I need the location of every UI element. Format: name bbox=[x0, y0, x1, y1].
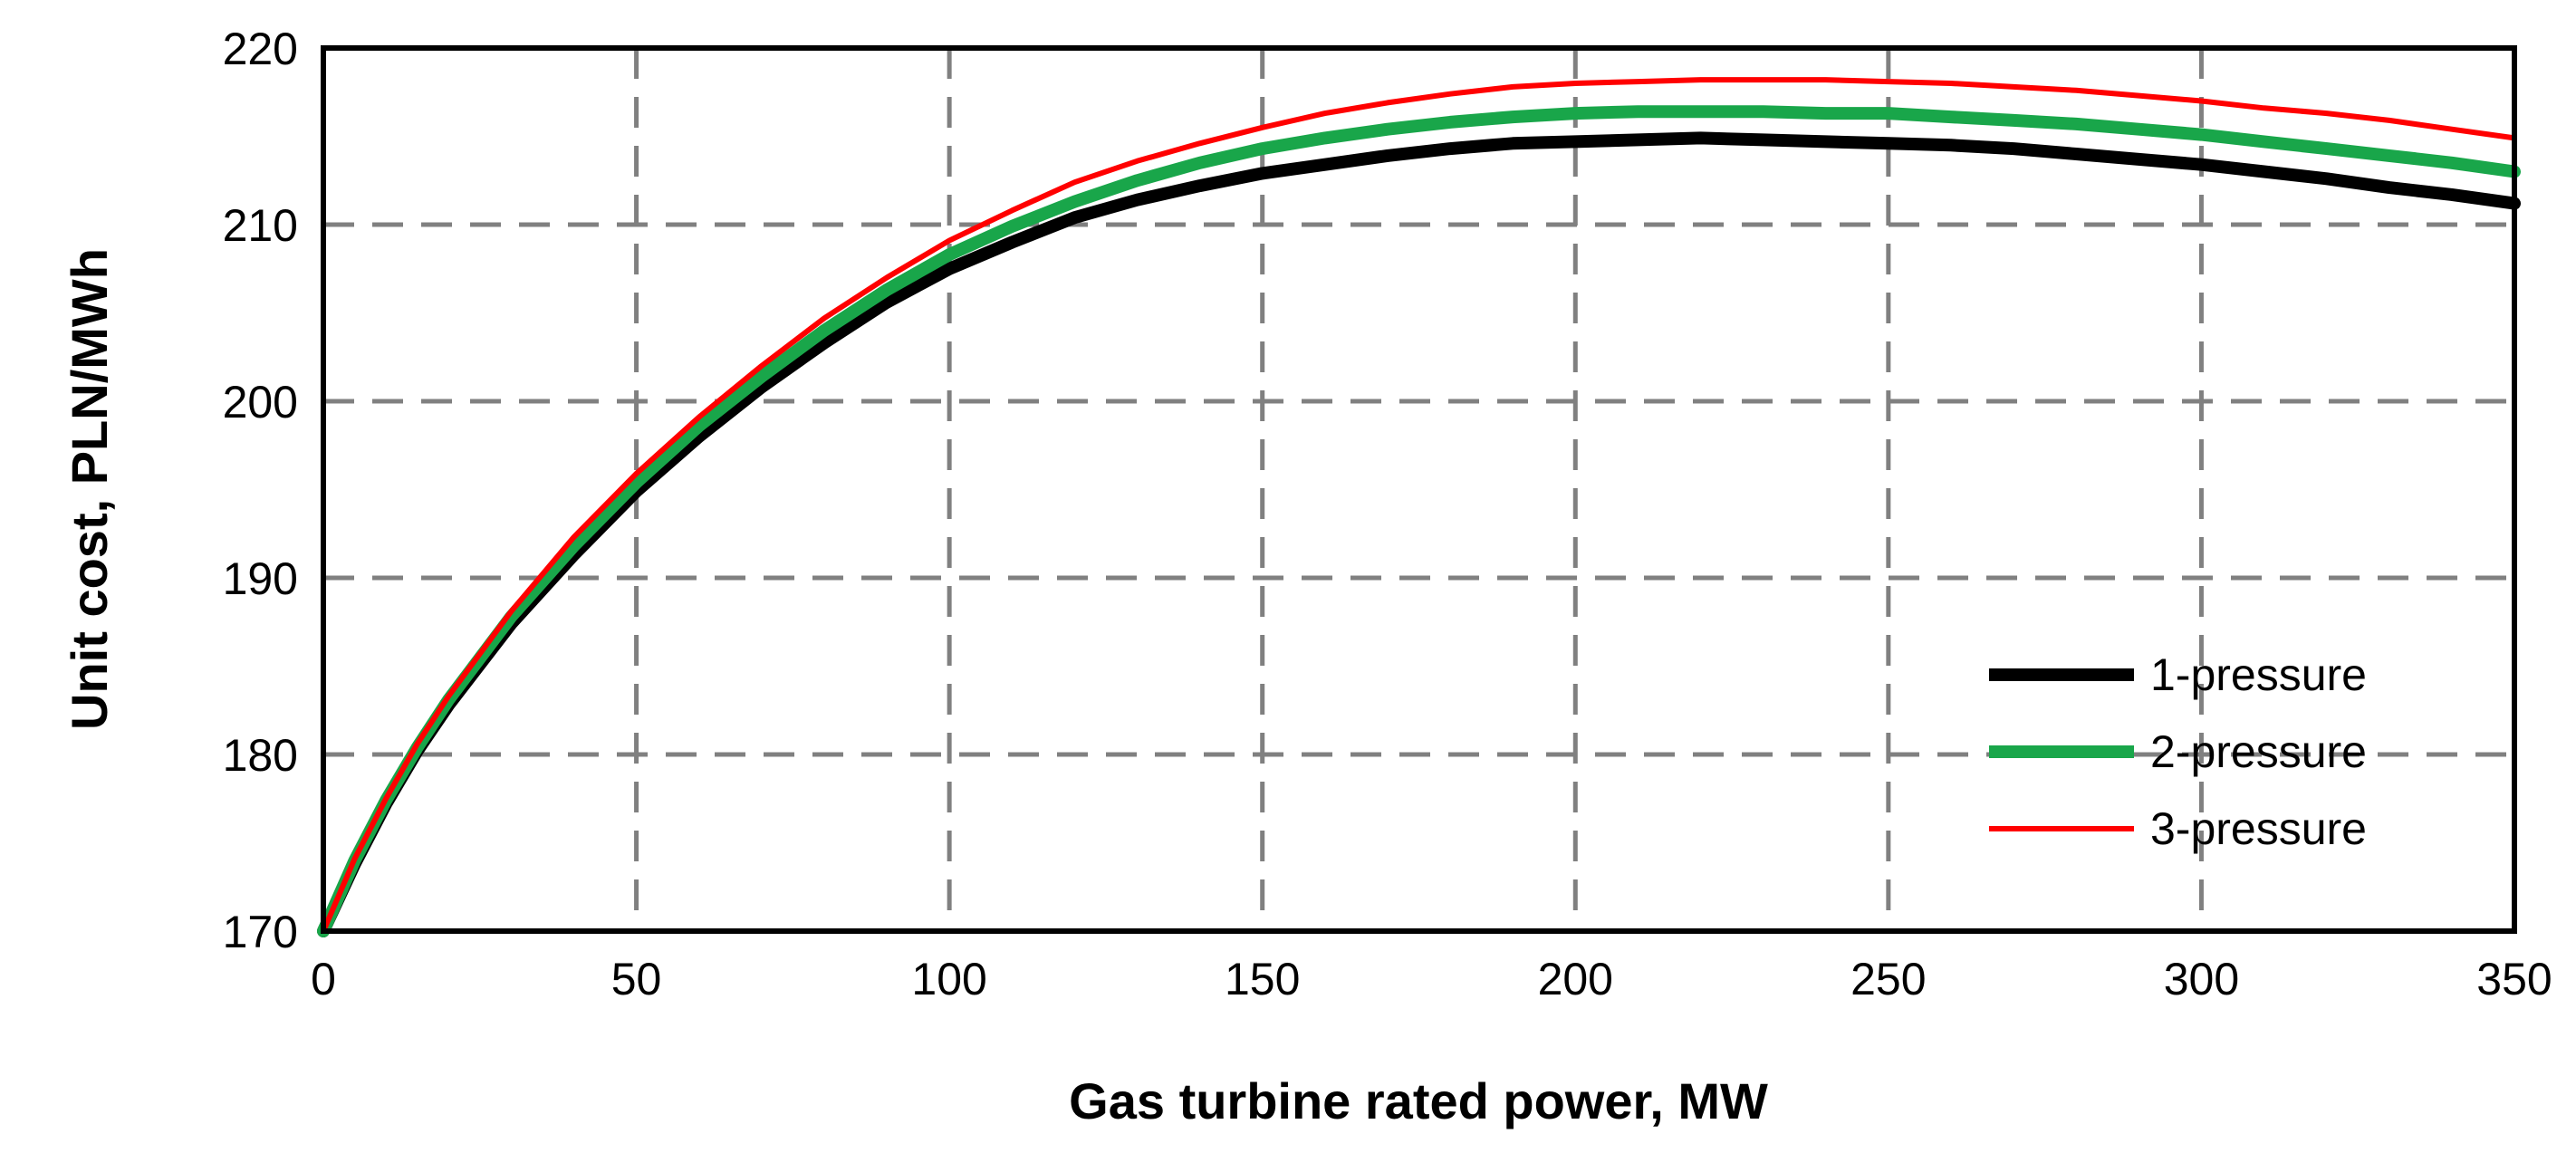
x-tick-label: 50 bbox=[611, 954, 662, 1004]
legend-label: 2-pressure bbox=[2150, 726, 2367, 777]
x-tick-labels: 0 50 100 150 200 250 300 350 bbox=[311, 954, 2552, 1004]
y-tick-label: 210 bbox=[223, 200, 298, 251]
plot-frame bbox=[321, 45, 2517, 934]
y-tick-label: 220 bbox=[223, 24, 298, 74]
series-line-2-pressure bbox=[317, 105, 2521, 937]
y-tick-label: 170 bbox=[223, 907, 298, 957]
x-axis-title: Gas turbine rated power, MW bbox=[1069, 1072, 1768, 1129]
y-tick-label: 200 bbox=[223, 377, 298, 428]
x-tick-label: 300 bbox=[2164, 954, 2239, 1004]
y-tick-label: 180 bbox=[223, 730, 298, 781]
y-tick-labels: 170 180 190 200 210 220 bbox=[223, 24, 298, 957]
gridlines bbox=[323, 48, 2514, 931]
legend: 1-pressure 2-pressure 3-pressure bbox=[1989, 649, 2367, 854]
x-tick-label: 0 bbox=[311, 954, 336, 1004]
x-tick-label: 150 bbox=[1225, 954, 1300, 1004]
y-tick-label: 190 bbox=[223, 553, 298, 604]
series-lines bbox=[317, 77, 2521, 937]
x-tick-label: 350 bbox=[2476, 954, 2552, 1004]
y-axis-title: Unit cost, PLN/MWh bbox=[61, 248, 118, 730]
x-tick-label: 250 bbox=[1850, 954, 1926, 1004]
legend-label: 1-pressure bbox=[2150, 649, 2367, 700]
series-line-3-pressure bbox=[321, 77, 2517, 934]
legend-label: 3-pressure bbox=[2150, 803, 2367, 854]
x-tick-label: 100 bbox=[911, 954, 986, 1004]
x-tick-label: 200 bbox=[1538, 954, 1613, 1004]
